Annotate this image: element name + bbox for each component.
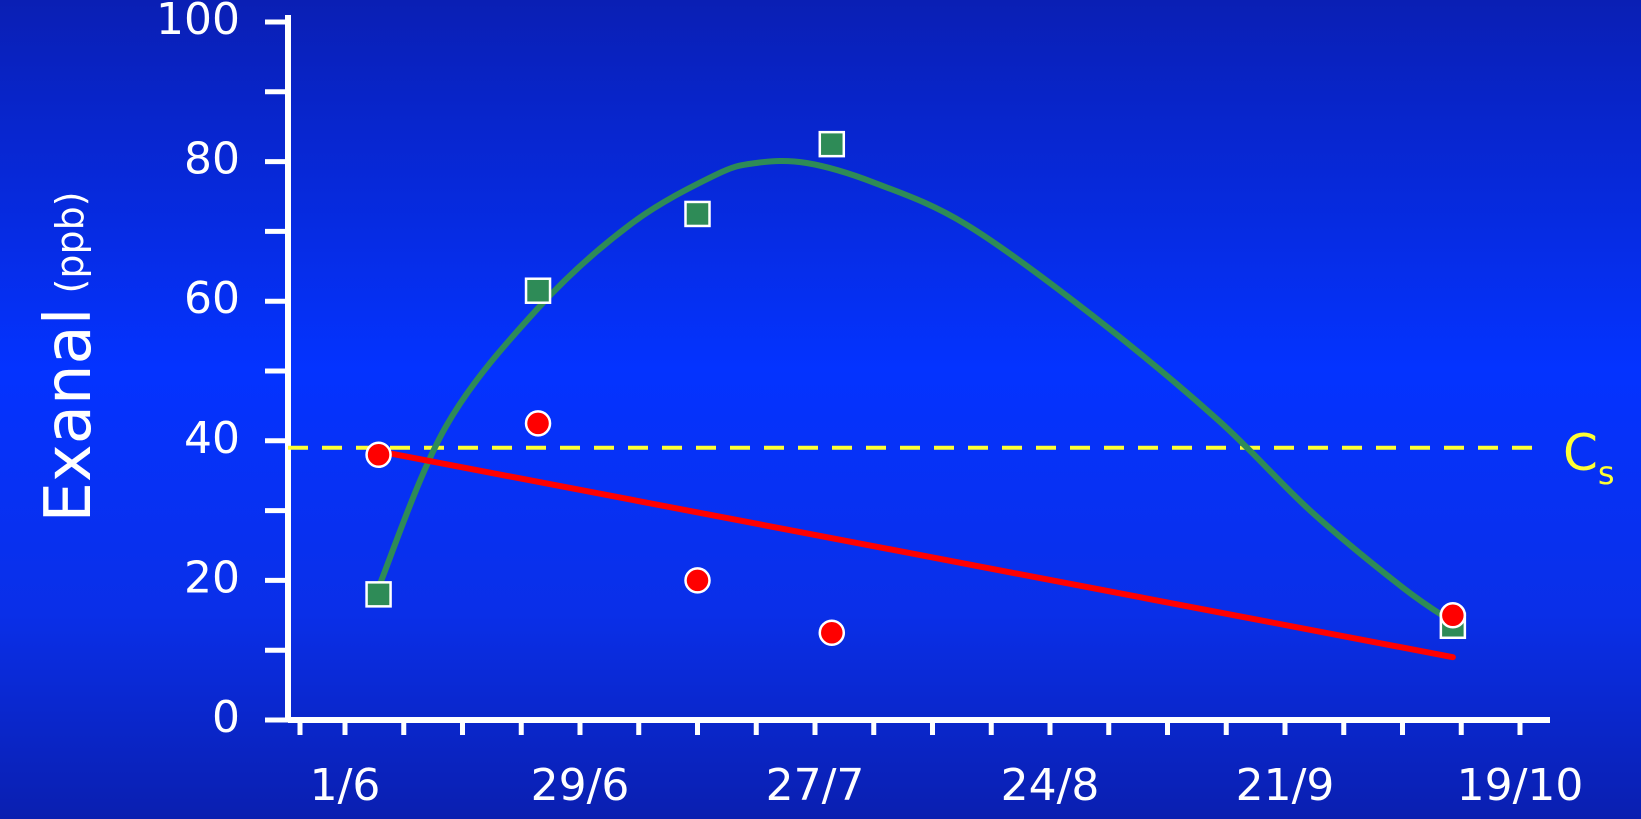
y-axis-label: Exanal (ppb) bbox=[32, 191, 106, 522]
y-tick-label: 100 bbox=[156, 0, 240, 45]
y-tick-label: 60 bbox=[184, 273, 240, 324]
x-ticks bbox=[297, 720, 1523, 735]
x-tick-labels: 1/6 29/6 27/7 24/8 21/9 19/10 bbox=[310, 760, 1584, 811]
y-tick-label: 0 bbox=[212, 692, 240, 743]
x-tick-label: 27/7 bbox=[766, 760, 865, 811]
x-tick-label: 1/6 bbox=[310, 760, 381, 811]
reference-label-subscript: s bbox=[1598, 454, 1615, 492]
linear-fit-line bbox=[375, 448, 1456, 661]
square-marker bbox=[684, 200, 711, 228]
reference-line-label: Cs bbox=[1563, 424, 1615, 492]
square-marker bbox=[524, 277, 552, 304]
x-tick-label: 19/10 bbox=[1457, 760, 1584, 811]
square-marker bbox=[365, 581, 392, 608]
circle-marker bbox=[1439, 602, 1467, 629]
y-axis-label-name: Exanal bbox=[32, 307, 106, 522]
x-tick-label: 24/8 bbox=[1001, 760, 1100, 811]
circle-marker bbox=[524, 410, 552, 437]
fit-lines bbox=[375, 157, 1456, 661]
circle-marker bbox=[818, 619, 846, 646]
x-tick-label: 29/6 bbox=[531, 760, 630, 811]
y-tick-label: 80 bbox=[184, 134, 240, 185]
circle-marker bbox=[684, 567, 711, 594]
circle-marker bbox=[365, 441, 392, 469]
y-ticks bbox=[265, 19, 288, 723]
y-tick-labels: 0 20 40 60 80 100 bbox=[156, 0, 240, 743]
x-tick-label: 21/9 bbox=[1236, 760, 1335, 811]
data-markers bbox=[365, 130, 1467, 646]
curve-fit-line bbox=[375, 157, 1456, 626]
reference-label-main: C bbox=[1563, 424, 1598, 482]
y-tick-label: 20 bbox=[184, 552, 240, 603]
y-tick-label: 40 bbox=[184, 413, 240, 464]
y-axis-label-unit: (ppb) bbox=[48, 191, 92, 293]
square-marker bbox=[818, 130, 846, 158]
axes bbox=[285, 15, 1550, 723]
